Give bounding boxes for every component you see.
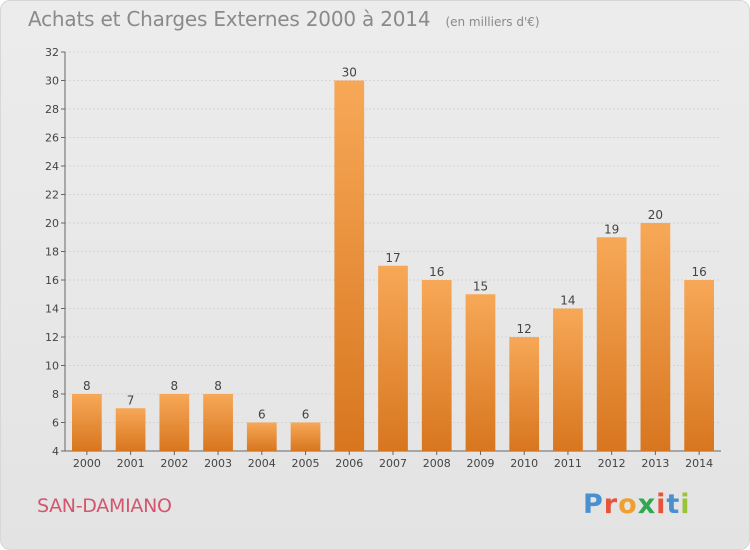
y-tick-label: 16 [45, 274, 59, 287]
bar [159, 394, 190, 451]
x-tick-label: 2007 [379, 457, 407, 470]
x-tick-label: 2013 [641, 457, 669, 470]
chart-title-main: Achats et Charges Externes 2000 à 2014 [28, 7, 431, 31]
y-tick-label: 10 [45, 360, 59, 373]
y-tick-label: 20 [45, 217, 59, 230]
proxiti-logo: Proxiti [583, 489, 691, 520]
y-tick-label: 14 [45, 303, 59, 316]
bar [203, 394, 233, 451]
bar-value-label: 14 [560, 294, 575, 308]
x-tick-label: 2008 [423, 457, 451, 470]
y-tick-label: 24 [45, 160, 59, 173]
tick-labels: 4 6 8 10 12 14 16 18 20 22 24 26 28 30 32 2000 2001 2002 2… [45, 46, 713, 470]
x-tick-label: 2002 [160, 457, 188, 470]
x-tick-label: 2012 [598, 457, 626, 470]
x-tick-label: 2004 [248, 457, 276, 470]
x-tick-label: 2000 [73, 457, 101, 470]
chart-title: Achats et Charges Externes 2000 à 2014 (… [28, 7, 540, 31]
y-tick-label: 4 [52, 445, 59, 458]
y-tick-label: 28 [45, 103, 59, 116]
bar-value-label: 30 [342, 66, 357, 80]
bar-value-label: 17 [385, 251, 400, 265]
x-tick-label: 2001 [117, 457, 145, 470]
x-tick-label: 2005 [292, 457, 320, 470]
y-tick-label: 30 [45, 75, 59, 88]
bar [246, 422, 277, 451]
bar-value-label: 15 [473, 279, 488, 293]
bar-value-label: 8 [214, 379, 222, 393]
bar [596, 237, 627, 451]
bar-value-label: 20 [648, 208, 663, 222]
bar [509, 337, 540, 451]
x-tick-label: 2006 [335, 457, 363, 470]
bar [421, 280, 452, 451]
x-tick-label: 2009 [466, 457, 494, 470]
commune-name: SAN-DAMIANO [37, 495, 172, 517]
bar-value-label: 6 [258, 408, 266, 422]
y-tick-label: 8 [52, 388, 59, 401]
bar-value-label: 6 [302, 408, 310, 422]
bars [71, 80, 715, 451]
bar [465, 294, 496, 451]
chart-title-unit: (en milliers d'€) [445, 15, 540, 29]
bar-value-label: 8 [83, 379, 91, 393]
y-tick-label: 6 [52, 417, 59, 430]
bar [640, 223, 671, 451]
bar-value-label: 16 [691, 265, 706, 279]
bar [115, 408, 146, 451]
bar [553, 308, 583, 451]
bar-value-label: 7 [127, 393, 135, 407]
bar [334, 80, 365, 451]
bar [71, 394, 102, 451]
bar [378, 265, 408, 451]
y-tick-label: 32 [45, 46, 59, 59]
y-tick-label: 26 [45, 132, 59, 145]
data-labels: 8 7 8 8 6 6 30 17 16 15 12 14 19 20 16 [83, 66, 707, 422]
x-tick-label: 2014 [685, 457, 713, 470]
x-tick-label: 2011 [554, 457, 582, 470]
bar-value-label: 16 [429, 265, 444, 279]
bar-value-label: 8 [171, 379, 179, 393]
y-tick-label: 18 [45, 246, 59, 259]
bar-value-label: 19 [604, 222, 619, 236]
x-tick-label: 2010 [510, 457, 538, 470]
bar [290, 422, 321, 451]
y-tick-label: 12 [45, 331, 59, 344]
x-tick-label: 2003 [204, 457, 232, 470]
bar [684, 280, 715, 451]
bar-value-label: 12 [517, 322, 532, 336]
y-tick-label: 22 [45, 189, 59, 202]
